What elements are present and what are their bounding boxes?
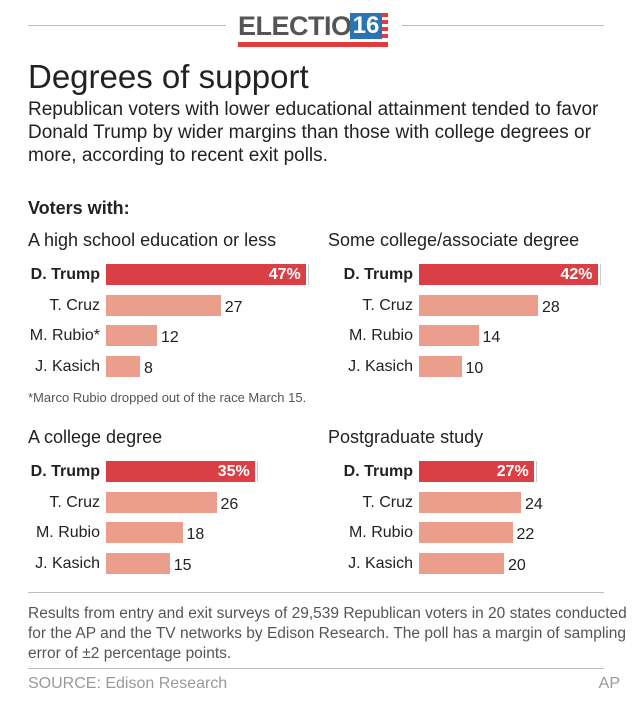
data-label: 15: [173, 556, 192, 574]
logo-underline: [238, 42, 388, 47]
bar-end-tick: [599, 264, 601, 285]
bar: [419, 461, 534, 482]
data-label: 18: [186, 526, 205, 543]
source: SOURCE: Edison Research: [28, 675, 228, 692]
category-label: M. Rubio: [35, 524, 100, 541]
category-label: T. Cruz: [362, 493, 413, 511]
bar: [419, 294, 538, 316]
category-label: D. Trump: [343, 463, 413, 480]
source-rule: [28, 668, 604, 669]
data-label: 10: [465, 359, 484, 377]
data-label: 27: [224, 298, 243, 316]
category-label: T. Cruz: [362, 296, 413, 314]
category-label: J. Kasich: [35, 357, 100, 375]
bar: [419, 491, 521, 513]
bar: [106, 264, 306, 285]
category-label: J. Kasich: [348, 357, 413, 375]
panel-title: A high school education or less: [28, 230, 277, 250]
data-label: 27%: [496, 463, 529, 480]
bar-end-tick: [256, 461, 258, 482]
bar: [419, 552, 504, 574]
data-label: 47%: [268, 266, 301, 283]
header-rule-left: [28, 25, 226, 26]
bar: [106, 325, 157, 346]
bar: [106, 355, 140, 377]
bar-end-tick: [307, 264, 309, 285]
panel-title: A college degree: [28, 427, 163, 447]
category-label: D. Trump: [343, 266, 413, 283]
data-label: 35%: [217, 463, 250, 480]
footnote: *Marco Rubio dropped out of the race Mar…: [28, 390, 307, 405]
data-label: 8: [144, 359, 153, 377]
data-label: 20: [508, 556, 526, 574]
bar: [419, 522, 513, 543]
methodology: Results from entry and exit surveys of 2…: [28, 605, 627, 662]
data-label: 24: [525, 495, 543, 513]
category-label: D. Trump: [30, 266, 100, 283]
data-label: 28: [542, 298, 560, 316]
credit: AP: [598, 675, 620, 692]
category-label: D. Trump: [30, 463, 100, 480]
bar: [419, 325, 479, 346]
page-title: Degrees of support: [28, 58, 309, 95]
bar: [106, 522, 183, 543]
category-label: M. Rubio*: [29, 327, 100, 344]
logo-number: 16: [350, 13, 382, 39]
data-label: 22: [516, 526, 535, 543]
bar: [106, 294, 221, 316]
category-label: J. Kasich: [348, 554, 413, 572]
category-label: M. Rubio: [348, 327, 413, 344]
data-label: 14: [482, 329, 501, 346]
category-label: T. Cruz: [49, 493, 100, 511]
header-rule-right: [402, 25, 604, 26]
data-label: 42%: [560, 266, 593, 283]
bar: [106, 461, 255, 482]
category-label: M. Rubio: [348, 524, 413, 541]
data-label: 12: [161, 329, 179, 346]
bar: [106, 491, 217, 513]
logo-flag-stripes: [382, 13, 388, 39]
category-label: T. Cruz: [49, 296, 100, 314]
section-label: Voters with:: [28, 198, 130, 218]
panel-title: Postgraduate study: [328, 427, 484, 447]
data-label: 26: [220, 495, 239, 513]
bar: [419, 355, 462, 377]
subtitle: Republican voters with lower educational…: [28, 99, 599, 166]
category-label: J. Kasich: [35, 554, 100, 572]
bar: [419, 264, 598, 285]
bar: [106, 552, 170, 574]
footer-rule: [28, 592, 604, 593]
logo-text: ELECTION: [238, 11, 371, 41]
panel-title: Some college/associate degree: [328, 230, 580, 250]
bar-end-tick: [535, 461, 537, 482]
election-16-logo: ELECTION 16: [228, 8, 393, 48]
